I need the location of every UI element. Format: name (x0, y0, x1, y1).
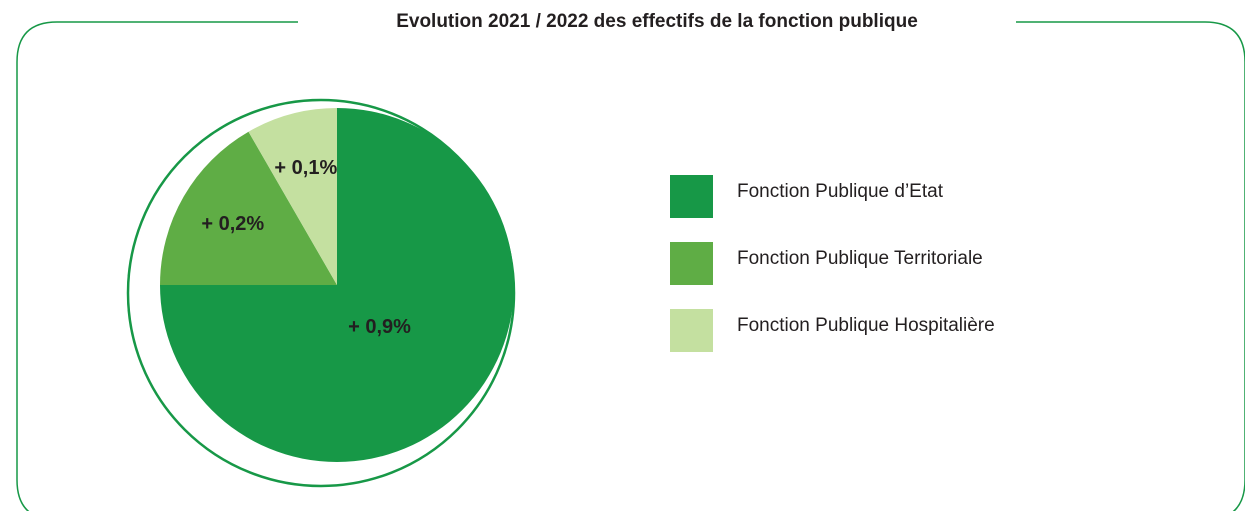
data-label: + 0,1% (274, 157, 337, 179)
legend-swatch (670, 309, 713, 352)
pie-slice (248, 108, 337, 285)
legend-label: Fonction Publique d’Etat (737, 181, 944, 202)
data-label: + 0,2% (201, 213, 264, 235)
legend-label: Fonction Publique Hospitalière (737, 315, 995, 336)
legend-swatch (670, 242, 713, 285)
chart-title: Evolution 2021 / 2022 des effectifs de l… (396, 11, 918, 32)
pie-outline (126, 98, 516, 488)
pie-slice (160, 131, 337, 285)
data-label: + 0,9% (348, 316, 411, 338)
legend-swatch (670, 175, 713, 218)
frame (16, 21, 1245, 511)
legend-label: Fonction Publique Territoriale (737, 248, 983, 269)
